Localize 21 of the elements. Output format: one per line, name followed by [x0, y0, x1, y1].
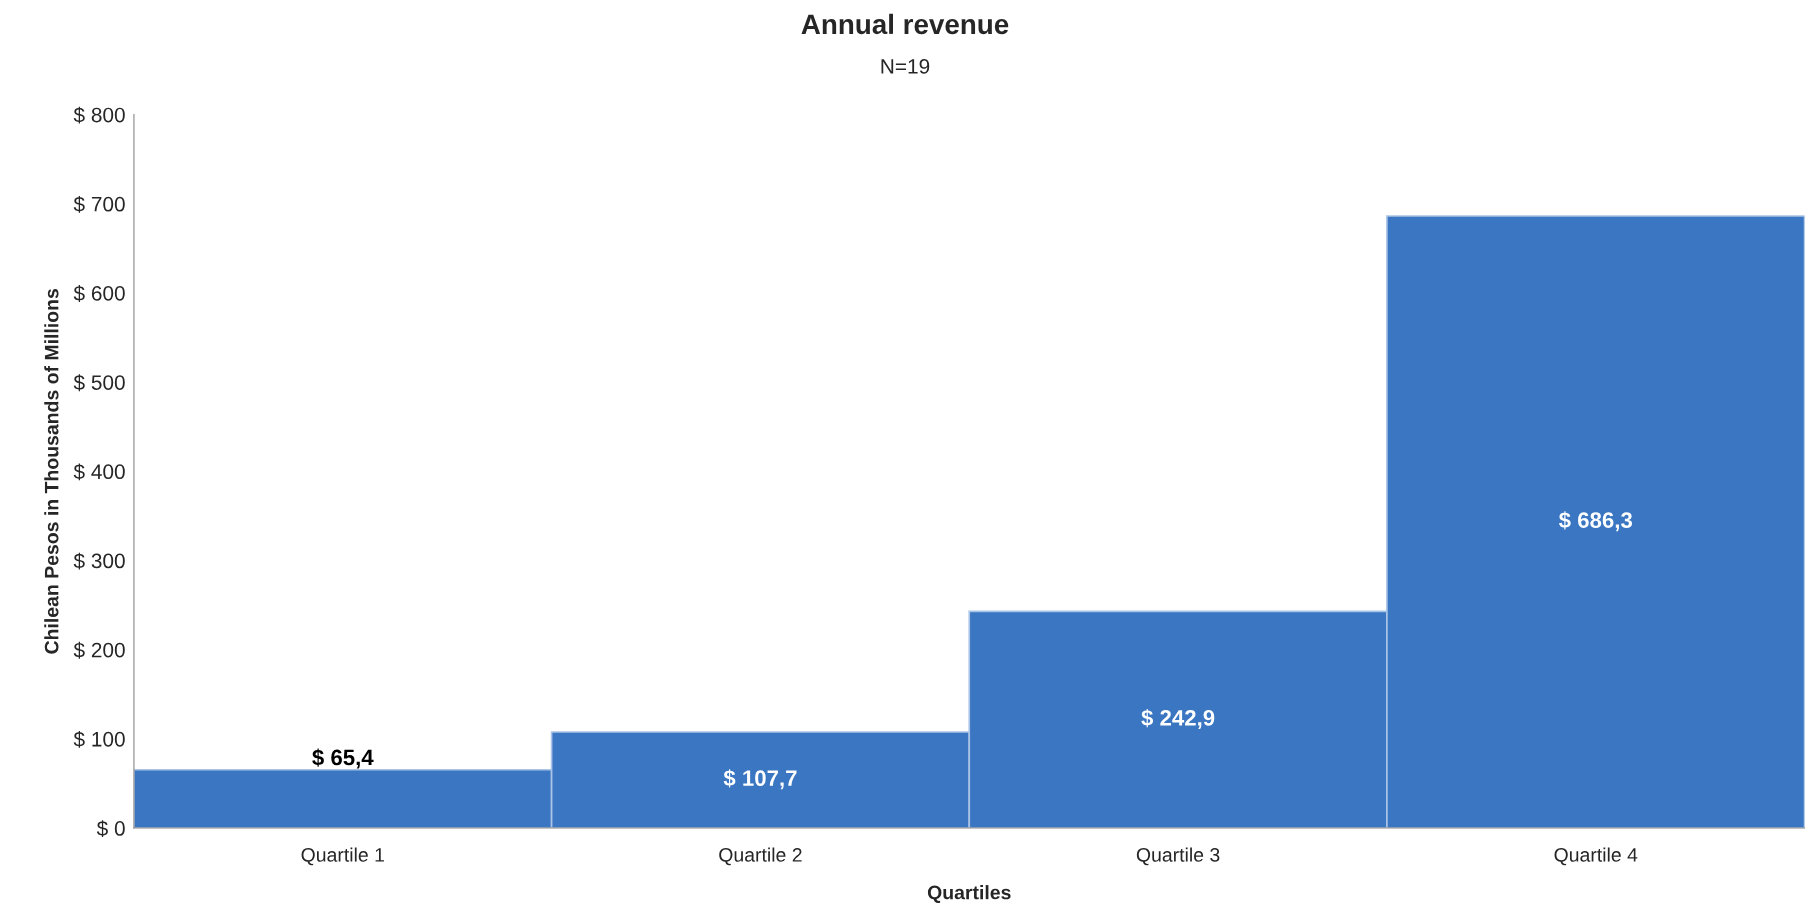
- data-label: $ 242,9: [1141, 709, 1215, 729]
- chart-subtitle: N=19: [881, 59, 930, 74]
- y-tick-label: $ 700: [73, 195, 125, 213]
- x-tick-label: Quartile 3: [1136, 847, 1220, 866]
- y-tick-label: $ 600: [73, 285, 125, 302]
- y-tick-label: $ 100: [73, 731, 125, 748]
- y-tick-label: $ 300: [73, 552, 125, 570]
- y-tick-label: $ 800: [73, 106, 125, 124]
- x-tick-label: Quartile 4: [1554, 847, 1638, 866]
- data-label: $ 686,3: [1558, 511, 1633, 532]
- x-axis-title: Quartiles: [927, 885, 1011, 903]
- y-tick-label: $ 200: [73, 641, 125, 659]
- data-label: $ 65,4: [312, 748, 374, 769]
- x-tick-label: Quartile 1: [301, 847, 384, 866]
- y-tick-label: $ 400: [73, 463, 125, 481]
- chart-title: Annual revenue: [801, 13, 1009, 35]
- y-tick-label: $ 0: [96, 820, 125, 838]
- x-tick-label: Quartile 2: [719, 847, 802, 866]
- y-axis-title: Chilean Pesos in Thousands of Millions: [44, 289, 59, 654]
- data-label: $ 107,7: [723, 769, 797, 790]
- y-tick-label: $ 500: [73, 374, 125, 392]
